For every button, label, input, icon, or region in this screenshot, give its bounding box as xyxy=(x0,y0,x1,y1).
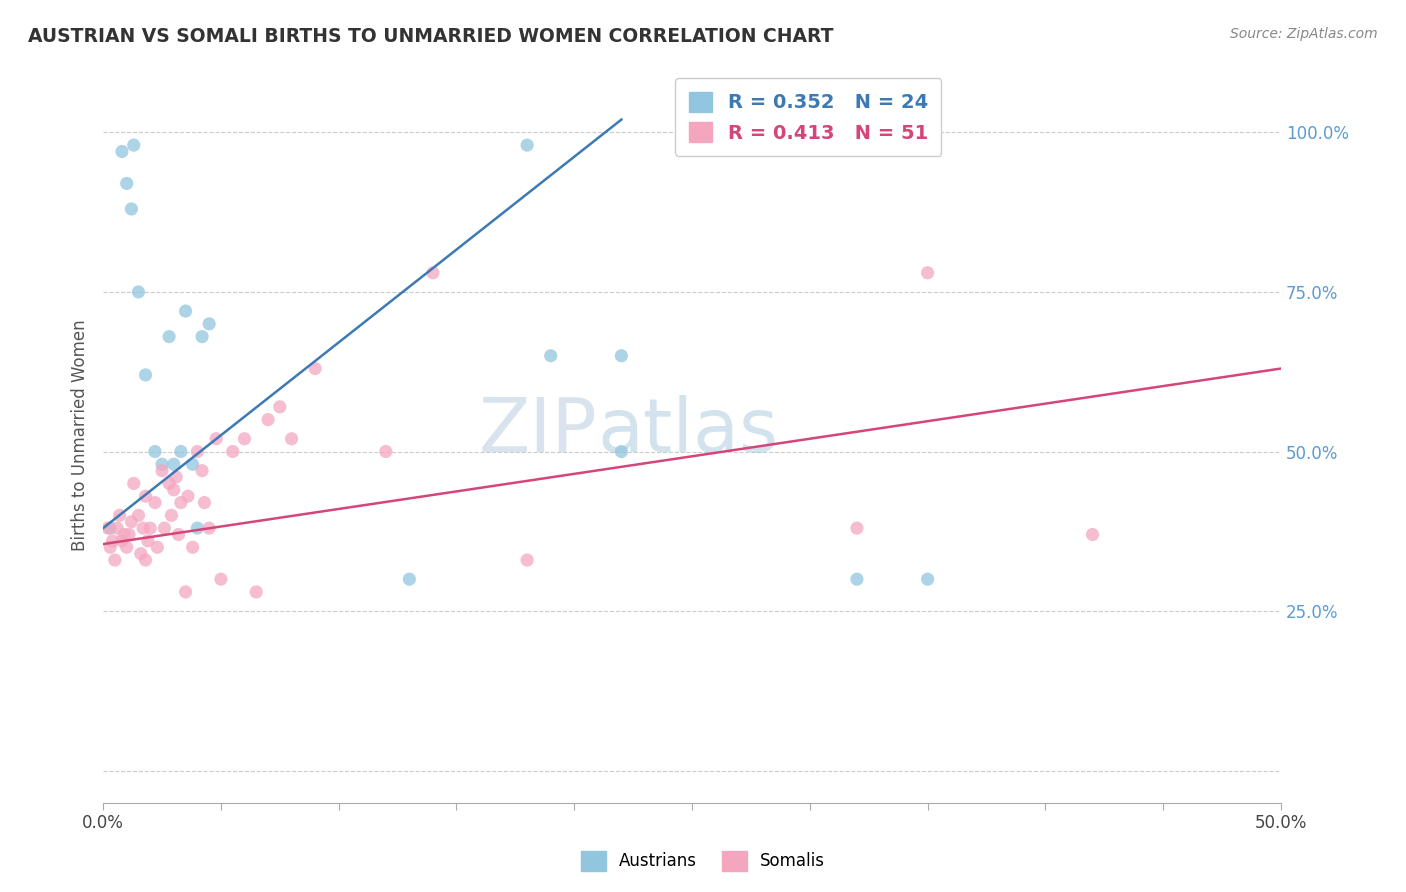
Point xyxy=(127,508,149,523)
Point xyxy=(174,585,197,599)
Point xyxy=(97,521,120,535)
Point xyxy=(139,521,162,535)
Point xyxy=(104,553,127,567)
Point xyxy=(845,572,868,586)
Point xyxy=(111,145,134,159)
Point xyxy=(917,572,939,586)
Point xyxy=(374,444,396,458)
Point xyxy=(917,266,939,280)
Point xyxy=(120,515,142,529)
Point xyxy=(198,521,221,535)
Point xyxy=(304,361,326,376)
Point xyxy=(177,489,200,503)
Point xyxy=(135,553,157,567)
Point xyxy=(610,444,633,458)
Point xyxy=(163,483,186,497)
Point xyxy=(150,464,173,478)
Point xyxy=(845,521,868,535)
Point xyxy=(120,202,142,216)
Point xyxy=(280,432,302,446)
Point xyxy=(221,444,243,458)
Text: ZIP: ZIP xyxy=(479,395,598,468)
Text: Source: ZipAtlas.com: Source: ZipAtlas.com xyxy=(1230,27,1378,41)
Point xyxy=(136,533,159,548)
Point xyxy=(163,457,186,471)
Point xyxy=(186,521,208,535)
Point xyxy=(516,553,538,567)
Point xyxy=(170,444,193,458)
Point xyxy=(157,476,180,491)
Point xyxy=(186,444,208,458)
Point xyxy=(105,521,128,535)
Text: atlas: atlas xyxy=(598,395,779,468)
Point xyxy=(135,368,157,382)
Point xyxy=(118,527,141,541)
Point xyxy=(111,533,134,548)
Point xyxy=(269,400,291,414)
Point xyxy=(127,285,149,299)
Point xyxy=(422,266,444,280)
Point xyxy=(153,521,176,535)
Point xyxy=(165,470,187,484)
Point xyxy=(174,304,197,318)
Point xyxy=(160,508,183,523)
Point xyxy=(191,464,214,478)
Point xyxy=(198,317,221,331)
Legend: Austrians, Somalis: Austrians, Somalis xyxy=(572,842,834,880)
Text: AUSTRIAN VS SOMALI BIRTHS TO UNMARRIED WOMEN CORRELATION CHART: AUSTRIAN VS SOMALI BIRTHS TO UNMARRIED W… xyxy=(28,27,834,45)
Point xyxy=(1081,527,1104,541)
Point xyxy=(146,541,169,555)
Point xyxy=(115,541,138,555)
Point xyxy=(98,541,121,555)
Point xyxy=(610,349,633,363)
Point xyxy=(191,329,214,343)
Point xyxy=(205,432,228,446)
Point xyxy=(115,177,138,191)
Point xyxy=(209,572,232,586)
Point xyxy=(122,138,145,153)
Point xyxy=(108,508,131,523)
Point xyxy=(101,533,124,548)
Point xyxy=(516,138,538,153)
Point xyxy=(129,547,152,561)
Legend: R = 0.352   N = 24, R = 0.413   N = 51: R = 0.352 N = 24, R = 0.413 N = 51 xyxy=(675,78,942,156)
Point xyxy=(170,495,193,509)
Point xyxy=(167,527,190,541)
Point xyxy=(157,329,180,343)
Point xyxy=(150,457,173,471)
Point xyxy=(193,495,215,509)
Point xyxy=(135,489,157,503)
Point xyxy=(233,432,256,446)
Y-axis label: Births to Unmarried Women: Births to Unmarried Women xyxy=(72,319,89,551)
Point xyxy=(181,457,204,471)
Point xyxy=(257,412,280,426)
Point xyxy=(245,585,267,599)
Point xyxy=(132,521,155,535)
Point xyxy=(143,495,166,509)
Point xyxy=(98,521,121,535)
Point xyxy=(122,476,145,491)
Point xyxy=(398,572,420,586)
Point xyxy=(540,349,562,363)
Point xyxy=(112,527,135,541)
Point xyxy=(143,444,166,458)
Point xyxy=(181,541,204,555)
